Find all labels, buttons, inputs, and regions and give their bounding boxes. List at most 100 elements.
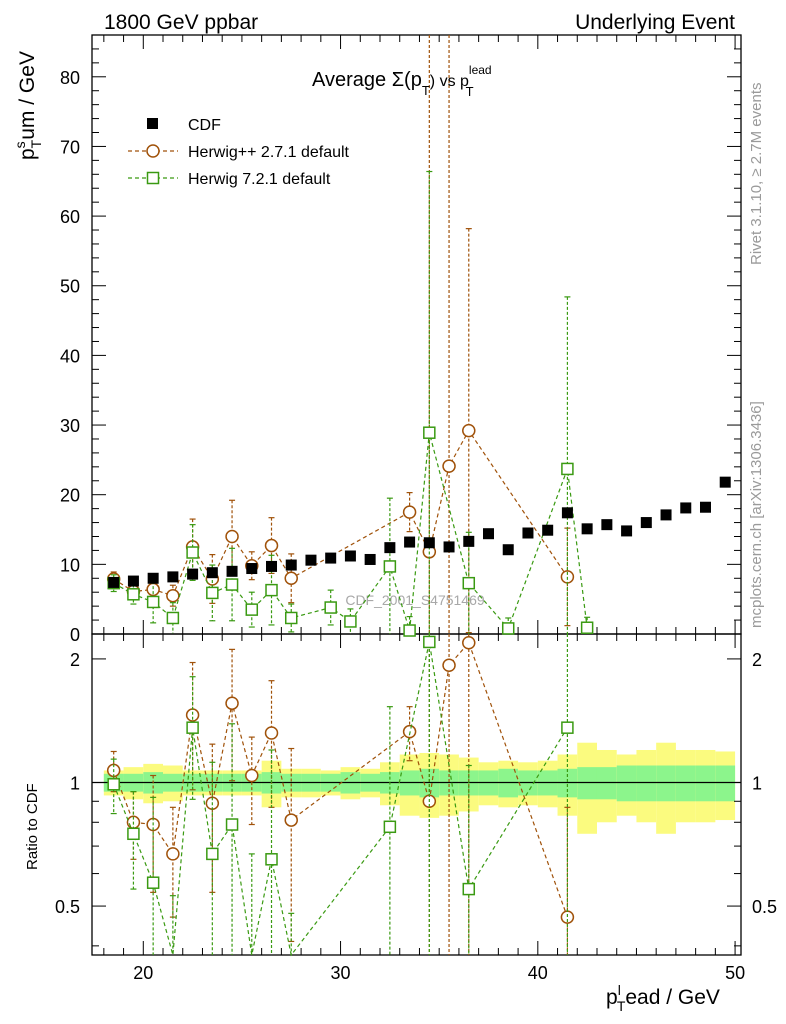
main-point-cdf (502, 544, 514, 556)
band-inner-bin (675, 765, 696, 802)
watermark-group: CDF_2001_S4751469 (345, 592, 485, 608)
ratio-point-square (206, 847, 219, 861)
ratio-y-tick-label-right: 1 (752, 773, 762, 793)
title-part-1: Average Σ(p (312, 69, 422, 91)
main-point-cdf (719, 476, 731, 488)
side-label-top: Rivet 3.1.10, ≥ 2.7M events (748, 83, 765, 266)
header-right: Underlying Event (575, 11, 735, 34)
ratio-point-circle (462, 635, 476, 650)
ratio-point-circle (442, 658, 456, 673)
band-inner-bin (596, 767, 617, 800)
main-point-square (186, 546, 199, 559)
legend-label-herwig7: Herwig 7.2.1 default (188, 171, 331, 188)
main-point-cdf (404, 536, 416, 548)
main-point-square (403, 624, 416, 637)
ratio-point-square (383, 820, 397, 834)
ratio-uncertainty-band (92, 742, 741, 834)
main-point-cdf (699, 501, 711, 513)
main-point-cdf (522, 527, 534, 539)
ratio-point-square (146, 876, 160, 889)
plot-title: Average Σ(pT) vs plead T (312, 63, 492, 99)
legend: CDF Herwig++ 2.7.1 default Herwig 7.2.1 … (128, 117, 350, 188)
legend-marker-herwig7 (146, 171, 160, 185)
y-axis-label-rest: um / GeV (16, 51, 39, 140)
main-point-square (324, 601, 337, 614)
main-point-square (580, 621, 594, 634)
axes-frames (91, 34, 742, 956)
band-inner-bin (715, 765, 736, 802)
main-point-square (561, 462, 574, 476)
ratio-point-square (225, 818, 239, 831)
main-point-cdf (581, 523, 593, 535)
ratio-point-square (423, 635, 436, 649)
main-point-cdf (364, 553, 376, 565)
main-point-square (225, 578, 239, 591)
main-point-cdf (621, 525, 633, 537)
x-tick-label: 40 (528, 963, 548, 983)
main-point-square (462, 576, 476, 590)
main-point-cdf (187, 568, 199, 580)
y-tick-label: 50 (60, 277, 80, 297)
main-point-cdf (463, 535, 475, 547)
main-point-circle (264, 538, 279, 553)
main-point-cdf (660, 509, 672, 521)
y-tick-label: 10 (60, 555, 80, 575)
x-axis-label-rest: ead / GeV (625, 986, 720, 1009)
main-point-cdf (285, 559, 297, 571)
main-point-square (383, 560, 397, 573)
ratio-y-tick-label: 2 (70, 650, 80, 670)
watermark: CDF_2001_S4751469 (345, 592, 485, 608)
title-sup: lead (469, 63, 492, 77)
data-marks (106, 35, 731, 957)
y-axis-label-sub: T (28, 139, 44, 148)
ratio-point-circle (225, 696, 239, 710)
x-tick-label: 50 (725, 963, 745, 983)
main-point-cdf (680, 502, 692, 514)
y-tick-label: 30 (60, 416, 80, 436)
y-axis-label-sup: s (12, 141, 28, 148)
band-inner-bin (577, 767, 597, 800)
main-point-cdf (246, 563, 258, 575)
band-inner-bin (695, 765, 716, 802)
x-axis-label-sup: l (618, 982, 621, 998)
side-label-bottom: mcplots.cern.ch [arXiv:1306.3436] (748, 401, 765, 628)
x-axis-label: pl Tead / GeV (606, 982, 720, 1014)
y-tick-label: 20 (60, 486, 80, 506)
ratio-y-axis-label: Ratio to CDF (24, 783, 41, 870)
main-point-cdf (483, 528, 495, 540)
x-tick-label: 20 (133, 963, 153, 983)
ratio-y-tick-label: 1 (70, 773, 80, 793)
ratio-frame (91, 633, 742, 956)
main-point-square (245, 603, 259, 616)
main-point-cdf (167, 571, 179, 583)
ratio-point-square (107, 778, 120, 791)
main-point-square (127, 588, 140, 601)
main-point-square (206, 586, 219, 600)
legend-label-cdf: CDF (188, 117, 221, 134)
main-point-circle (402, 505, 417, 519)
ratio-y-tick-label-right: 2 (752, 650, 762, 670)
main-point-square (423, 426, 436, 439)
main-point-cdf (147, 572, 159, 584)
main-point-cdf (443, 541, 455, 553)
ratio-point-circle (284, 813, 298, 827)
y-tick-label: 70 (60, 137, 80, 157)
main-point-square (146, 595, 160, 609)
main-point-cdf (226, 565, 238, 577)
main-point-circle (166, 588, 180, 603)
legend-label-herwigpp: Herwig++ 2.7.1 default (188, 144, 350, 161)
y-tick-label: 80 (60, 68, 80, 88)
ratio-y-tick-label: 0.5 (55, 897, 80, 917)
main-point-cdf (305, 554, 317, 566)
main-point-cdf (423, 537, 435, 549)
title-sub-1: T (422, 83, 430, 98)
ratio-point-square (462, 882, 476, 896)
main-point-square (166, 611, 180, 625)
ratio-series-line (113, 641, 568, 957)
ratio-point-circle (264, 726, 279, 740)
main-point-cdf (266, 560, 278, 572)
x-tick-label: 30 (331, 963, 351, 983)
ratio-point-circle (245, 768, 259, 783)
main-point-square (265, 583, 278, 597)
band-inner-bin (636, 765, 657, 802)
